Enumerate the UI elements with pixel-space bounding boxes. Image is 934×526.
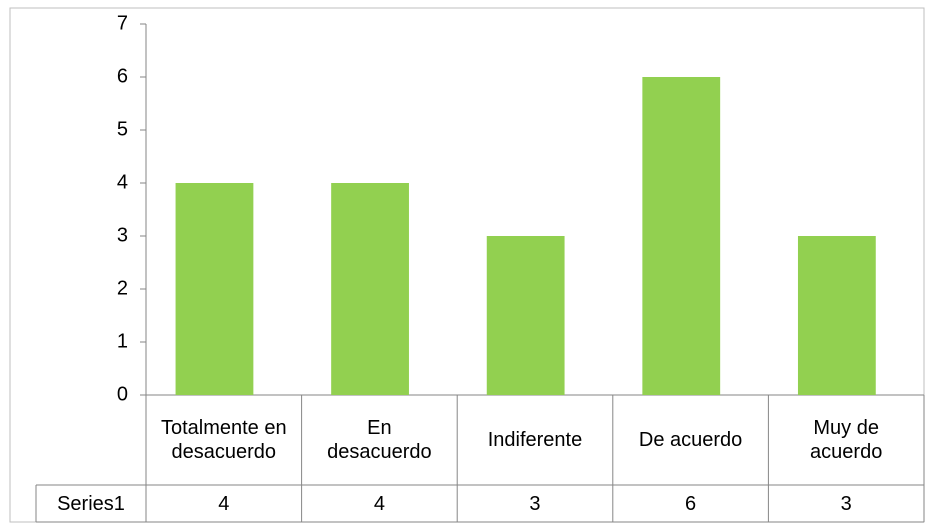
y-tick-label: 3 xyxy=(117,224,128,246)
legend-label: Series1 xyxy=(57,492,125,515)
y-tick-label: 5 xyxy=(117,118,128,140)
y-tick-label: 7 xyxy=(117,12,128,34)
bar xyxy=(331,183,409,395)
y-tick-label: 2 xyxy=(117,277,128,299)
x-tick-label: Totalmente en desacuerdo xyxy=(160,417,287,463)
y-tick-label: 1 xyxy=(117,330,128,352)
bar xyxy=(486,236,565,395)
x-tick-label: Muy de acuerdo xyxy=(810,417,883,463)
x-tick-label: En desacuerdo xyxy=(327,417,432,463)
bar xyxy=(642,77,721,395)
bar xyxy=(175,183,254,395)
x-tick-label: De acuerdo xyxy=(638,429,743,451)
table-value: 3 xyxy=(840,492,852,515)
table-value: 4 xyxy=(218,492,230,515)
y-tick-label: 4 xyxy=(117,171,128,193)
table-value: 6 xyxy=(685,492,697,515)
table-value: 3 xyxy=(529,492,541,515)
y-tick-label: 0 xyxy=(117,383,128,405)
y-tick-label: 6 xyxy=(117,65,128,87)
x-tick-label: Indiferente xyxy=(487,429,583,451)
bar xyxy=(797,236,876,395)
table-value: 4 xyxy=(373,492,385,515)
